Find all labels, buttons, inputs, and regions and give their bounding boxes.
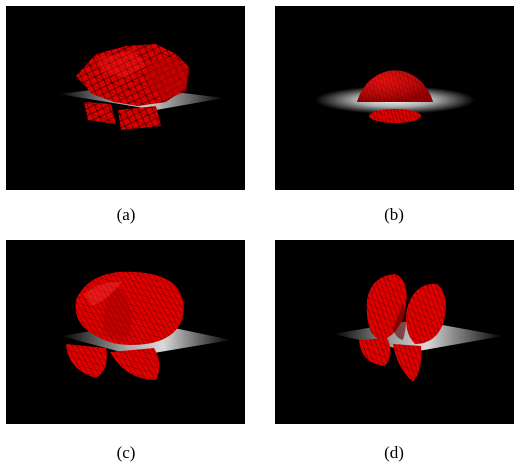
panel-d-image xyxy=(275,240,514,424)
caption-a: (a) xyxy=(116,205,136,224)
caption-d: (d) xyxy=(384,443,404,462)
panel-c-image xyxy=(6,240,245,424)
caption-b: (b) xyxy=(384,205,404,224)
caption-c: (c) xyxy=(116,443,136,462)
panel-a-image xyxy=(6,6,245,190)
panel-b-image xyxy=(275,6,514,190)
